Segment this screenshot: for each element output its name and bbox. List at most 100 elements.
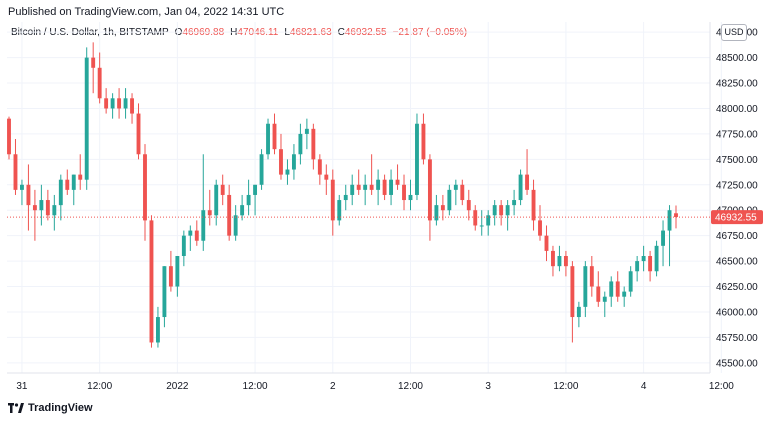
x-tick-label: 12:00 <box>87 381 112 392</box>
candle-body <box>110 98 115 109</box>
x-tick-label: 12:00 <box>553 381 578 392</box>
y-tick-label: 46250.00 <box>716 282 758 293</box>
candle-body <box>596 286 601 302</box>
candle-body <box>143 154 147 221</box>
candle-body <box>538 220 542 236</box>
last-price-marker <box>711 210 763 225</box>
candle-body <box>71 174 76 190</box>
x-tick-label: 12:00 <box>243 381 268 392</box>
candle-body <box>382 179 387 195</box>
y-tick-label: 48500.00 <box>716 53 758 64</box>
y-tick-label: 46500.00 <box>716 257 758 268</box>
candle-body <box>188 230 193 236</box>
candle-body <box>272 123 277 150</box>
candle-body <box>58 179 63 206</box>
candle-body <box>123 98 128 109</box>
candle-body <box>466 200 471 211</box>
candle-body <box>589 266 594 287</box>
candle-body <box>518 174 523 201</box>
candle-body <box>104 98 109 109</box>
candle-body <box>266 123 270 155</box>
candle-body <box>505 205 510 216</box>
candle-body <box>45 200 50 216</box>
candle-body <box>52 205 57 216</box>
candle-body <box>408 194 413 201</box>
candle-body <box>557 256 562 267</box>
candle-body <box>486 215 491 226</box>
candle-body <box>447 189 452 211</box>
candle-body <box>434 205 439 221</box>
candle-body <box>395 179 400 185</box>
candle-body <box>427 159 432 221</box>
candle-body <box>376 179 381 190</box>
candle-body <box>563 256 568 267</box>
candle-body <box>641 256 646 262</box>
y-tick-label: 47500.00 <box>716 155 758 166</box>
candle-body <box>525 174 530 190</box>
tradingview-brand: TradingView <box>28 402 93 414</box>
candle-body <box>253 184 258 195</box>
candle-body <box>674 213 678 218</box>
candle-body <box>65 179 70 190</box>
candle-body <box>259 154 264 185</box>
candle-body <box>168 266 173 287</box>
candle-body <box>207 210 212 216</box>
published-note: Published on TradingView.com, Jan 04, 20… <box>8 6 285 18</box>
candle-body <box>194 230 199 241</box>
candle-body <box>570 266 575 318</box>
candle-body <box>155 317 160 343</box>
candle-body <box>84 57 89 180</box>
candle-body <box>304 128 309 134</box>
candle-body <box>317 159 322 175</box>
x-tick-label: 12:00 <box>709 381 734 392</box>
candle-body <box>298 133 303 155</box>
candle-body <box>20 184 24 190</box>
x-tick-label: 3 <box>485 381 491 392</box>
candle-body <box>285 169 290 175</box>
candle-body <box>648 256 653 272</box>
y-tick-label: 47250.00 <box>716 180 758 191</box>
candle-body <box>78 174 83 180</box>
x-tick-label: 31 <box>16 381 28 392</box>
x-tick-label: 2022 <box>166 381 189 392</box>
last-price-label: 46932.55 <box>715 213 757 224</box>
candle-body <box>576 306 581 318</box>
candle-body <box>615 281 620 297</box>
candle-body <box>39 200 44 211</box>
candle-body <box>343 194 348 201</box>
candle-body <box>337 200 342 221</box>
candle-body <box>628 271 633 292</box>
candle-body <box>13 154 18 190</box>
candle-body <box>661 230 665 246</box>
candle-body <box>544 235 549 251</box>
candle-body <box>402 184 406 201</box>
candle-body <box>311 128 316 160</box>
candle-body <box>415 123 419 195</box>
x-tick-label: 12:00 <box>398 381 423 392</box>
candle-body <box>175 256 180 287</box>
candle-body <box>130 98 134 114</box>
candle-body <box>162 266 167 318</box>
tradingview-footer: TradingView <box>8 402 93 414</box>
candle-body <box>356 184 361 190</box>
candle-body <box>635 261 640 272</box>
y-tick-label: 48000.00 <box>716 104 758 115</box>
candle-body <box>233 215 238 236</box>
candle-body <box>136 113 141 155</box>
candle-body <box>654 245 659 272</box>
x-tick-label: 4 <box>641 381 647 392</box>
candle-body <box>389 179 394 195</box>
candle-body <box>240 205 245 216</box>
candle-body <box>291 154 296 170</box>
y-tick-label: 46000.00 <box>716 307 758 318</box>
currency-badge[interactable]: USD <box>721 24 747 41</box>
candle-body <box>201 210 206 241</box>
candle-body <box>330 179 335 221</box>
candle-body <box>667 210 672 231</box>
candle-body <box>149 220 154 343</box>
candle-body <box>324 174 329 180</box>
candle-body <box>499 205 504 216</box>
candle-body <box>421 123 426 160</box>
candle-body <box>440 205 445 211</box>
